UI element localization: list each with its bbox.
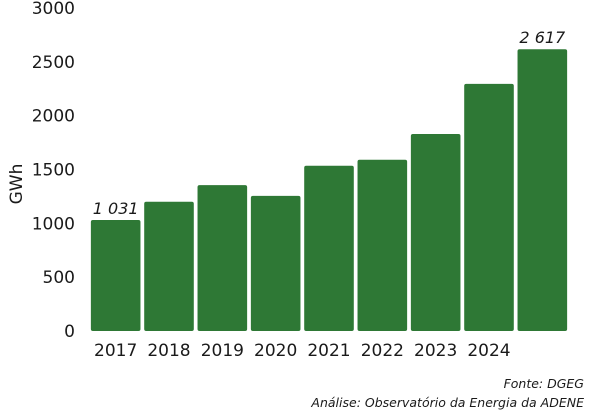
bars: [90, 49, 568, 332]
x-tick-label: 2023: [414, 341, 457, 361]
y-tick-label: 1500: [32, 161, 75, 181]
y-tick-label: 0: [64, 322, 75, 342]
data-labels: 1 031 2 617: [93, 28, 566, 218]
y-axis-ticks: 0 500 1000 1500 2000 2500 3000: [32, 0, 75, 342]
bar: [410, 133, 461, 331]
y-axis-label: GWh: [7, 164, 27, 205]
bar: [144, 201, 194, 331]
x-tick-label: 2017: [94, 341, 137, 361]
y-tick-label: 3000: [32, 0, 75, 19]
source-credit: Fonte: DGEG: [503, 376, 584, 391]
x-tick-label: 2020: [254, 341, 297, 361]
bar: [90, 220, 141, 331]
bar: [517, 49, 568, 332]
y-tick-label: 2500: [32, 53, 75, 73]
x-tick-label: 2022: [361, 341, 404, 361]
bar: [357, 159, 408, 331]
y-tick-label: 1000: [32, 214, 75, 234]
x-tick-label: 2019: [201, 341, 244, 361]
analysis-credit: Análise: Observatório da Energia da ADEN…: [311, 395, 584, 410]
y-tick-label: 2000: [32, 107, 75, 127]
x-tick-label: 2021: [307, 341, 350, 361]
y-tick-label: 500: [43, 268, 75, 288]
x-axis-ticks: 2017 2018 2019 2020 2021 2022 2023 2024: [94, 341, 511, 361]
x-tick-label: 2018: [147, 341, 190, 361]
bar: [304, 165, 354, 331]
bar: [250, 195, 301, 331]
x-tick-label: 2024: [467, 341, 510, 361]
data-label: 2 617: [519, 28, 566, 47]
bar: [464, 83, 514, 331]
bar: [197, 185, 248, 331]
data-label: 1 031: [93, 199, 139, 218]
